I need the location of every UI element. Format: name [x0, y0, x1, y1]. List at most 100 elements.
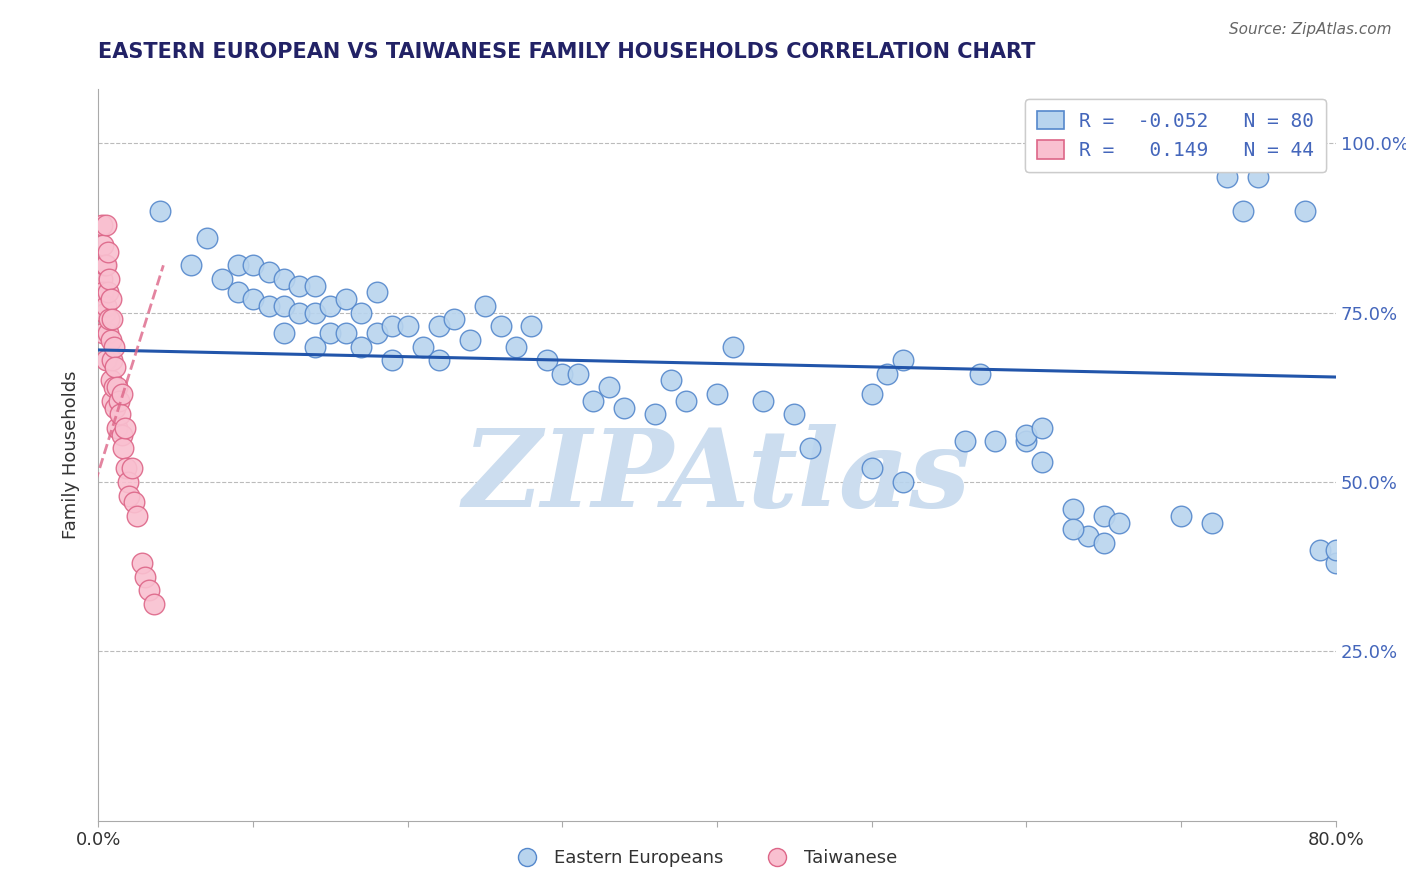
Point: [1201, 516, 1223, 530]
Point: [799, 441, 821, 455]
Point: [257, 265, 280, 279]
Point: [98, 272, 121, 286]
Point: [551, 367, 574, 381]
Point: [984, 434, 1007, 449]
Point: [1108, 516, 1130, 530]
Point: [567, 367, 589, 381]
Point: [1324, 542, 1347, 557]
Point: [891, 475, 914, 489]
Point: [121, 461, 143, 475]
Point: [1324, 556, 1347, 570]
Point: [613, 401, 636, 415]
Point: [111, 387, 134, 401]
Point: [335, 292, 357, 306]
Point: [366, 326, 388, 340]
Point: [96, 353, 118, 368]
Point: [350, 340, 373, 354]
Point: [1216, 170, 1239, 185]
Point: [104, 359, 127, 374]
Point: [443, 312, 465, 326]
Point: [100, 373, 122, 387]
Point: [105, 380, 128, 394]
Point: [412, 340, 434, 354]
Point: [582, 393, 605, 408]
Point: [138, 583, 160, 598]
Point: [101, 393, 124, 408]
Point: [195, 231, 218, 245]
Point: [107, 393, 129, 408]
Point: [381, 319, 404, 334]
Point: [108, 407, 131, 421]
Point: [1031, 455, 1053, 469]
Point: [273, 272, 295, 286]
Point: [97, 285, 120, 300]
Point: [1294, 204, 1316, 219]
Point: [104, 401, 127, 415]
Point: [226, 285, 249, 300]
Text: ZIPAtlas: ZIPAtlas: [463, 424, 972, 530]
Legend: R =  -0.052   N = 80, R =   0.149   N = 44: R = -0.052 N = 80, R = 0.149 N = 44: [1025, 99, 1326, 172]
Point: [319, 299, 342, 313]
Point: [117, 475, 139, 489]
Point: [91, 326, 114, 340]
Point: [134, 570, 156, 584]
Point: [969, 367, 991, 381]
Point: [143, 597, 166, 611]
Point: [96, 258, 118, 272]
Legend: Eastern Europeans, Taiwanese: Eastern Europeans, Taiwanese: [502, 842, 904, 874]
Point: [242, 292, 264, 306]
Point: [131, 556, 153, 570]
Point: [100, 292, 122, 306]
Text: EASTERN EUROPEAN VS TAIWANESE FAMILY HOUSEHOLDS CORRELATION CHART: EASTERN EUROPEAN VS TAIWANESE FAMILY HOU…: [98, 43, 1036, 62]
Point: [101, 353, 124, 368]
Point: [149, 204, 172, 219]
Point: [659, 373, 682, 387]
Point: [97, 244, 120, 259]
Point: [118, 489, 141, 503]
Point: [211, 272, 233, 286]
Point: [1247, 170, 1270, 185]
Point: [288, 306, 311, 320]
Point: [90, 272, 112, 286]
Point: [1031, 421, 1053, 435]
Point: [953, 434, 976, 449]
Point: [366, 285, 388, 300]
Point: [91, 285, 114, 300]
Point: [103, 340, 125, 354]
Point: [319, 326, 342, 340]
Point: [1062, 523, 1084, 537]
Point: [1062, 502, 1084, 516]
Point: [114, 421, 136, 435]
Point: [257, 299, 280, 313]
Point: [1092, 536, 1115, 550]
Point: [100, 333, 122, 347]
Point: [96, 299, 118, 313]
Point: [180, 258, 202, 272]
Point: [536, 353, 558, 368]
Point: [273, 326, 295, 340]
Text: Source: ZipAtlas.com: Source: ZipAtlas.com: [1229, 22, 1392, 37]
Point: [93, 306, 115, 320]
Point: [1077, 529, 1099, 543]
Point: [112, 441, 135, 455]
Point: [273, 299, 295, 313]
Point: [93, 258, 115, 272]
Point: [721, 340, 744, 354]
Point: [1232, 204, 1254, 219]
Point: [783, 407, 806, 421]
Point: [489, 319, 512, 334]
Point: [122, 495, 145, 509]
Point: [97, 326, 120, 340]
Point: [458, 333, 481, 347]
Point: [675, 393, 697, 408]
Point: [304, 278, 326, 293]
Point: [91, 238, 114, 252]
Point: [505, 340, 527, 354]
Point: [520, 319, 543, 334]
Point: [288, 278, 311, 293]
Point: [860, 461, 883, 475]
Point: [860, 387, 883, 401]
Point: [101, 312, 124, 326]
Point: [427, 319, 450, 334]
Y-axis label: Family Households: Family Households: [62, 371, 80, 539]
